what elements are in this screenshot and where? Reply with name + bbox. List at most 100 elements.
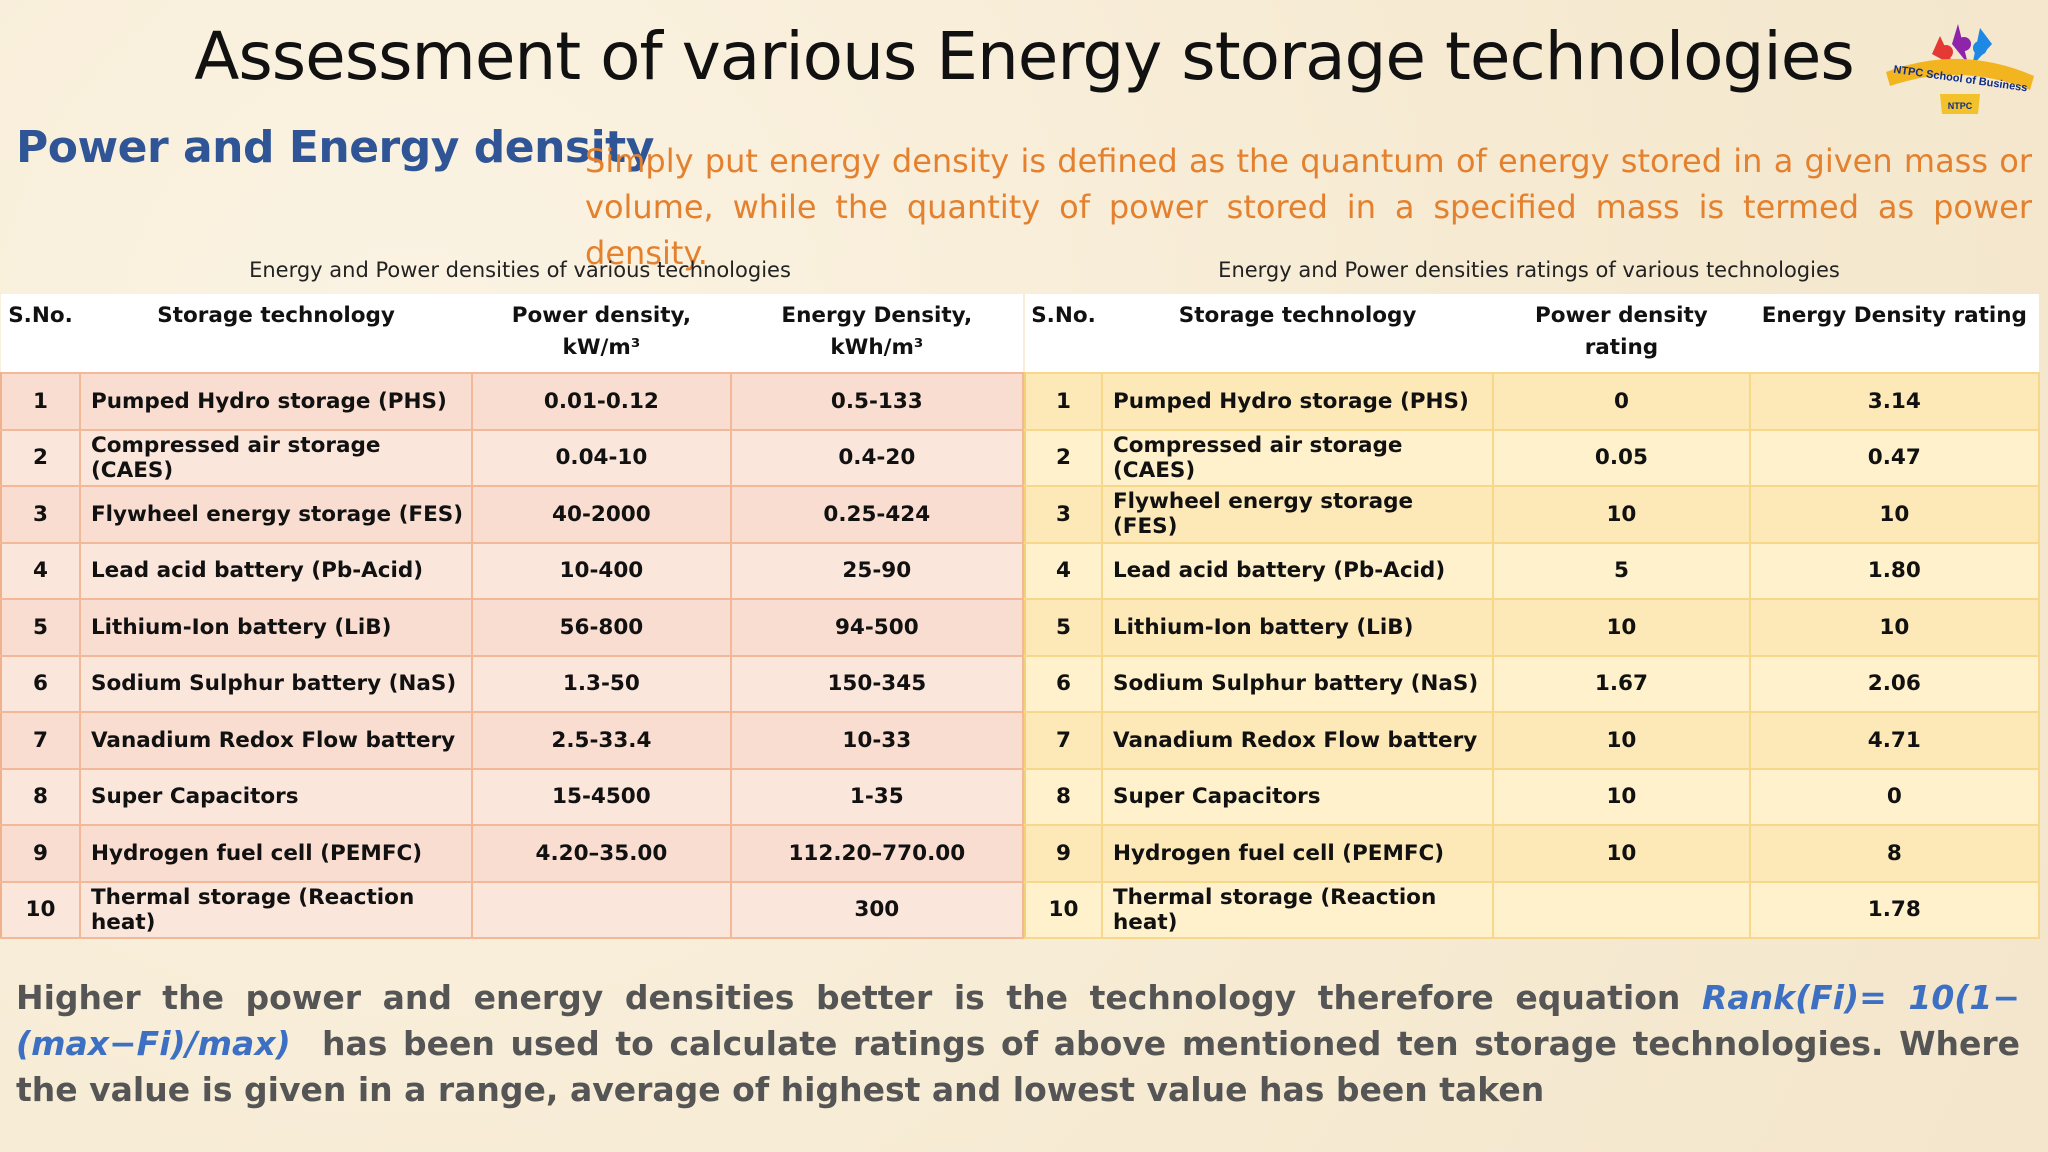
power-cell: 2.5-33.4: [471, 711, 732, 770]
serial-cell: 1: [0, 372, 81, 431]
table-row: 10 Thermal storage (Reaction heat) 1.78: [1024, 880, 2041, 939]
density-table: S.No. Storage technology Power density, kW…: [0, 294, 1025, 939]
table-row: 5 Lithium-Ion battery (LiB) 10 10: [1024, 598, 2041, 657]
energy-cell: 150-345: [729, 654, 1025, 713]
serial-cell: 7: [1024, 711, 1103, 770]
technology-cell: Lead acid battery (Pb-Acid): [1100, 541, 1495, 600]
power-cell: 0: [1492, 372, 1751, 431]
table-row: 3 Flywheel energy storage (FES) 10 10: [1024, 485, 2041, 544]
logo-subtext: NTPC: [1948, 101, 1973, 111]
technology-cell: Vanadium Redox Flow battery: [1100, 711, 1495, 770]
table-row: 1 Pumped Hydro storage (PHS) 0.01-0.12 0.5-…: [0, 372, 1025, 431]
technology-cell: Sodium Sulphur battery (NaS): [1100, 654, 1495, 713]
technology-cell: Lead acid battery (Pb-Acid): [78, 541, 474, 600]
power-cell: 0.04-10: [471, 428, 732, 487]
serial-cell: 8: [0, 767, 81, 826]
table-row: 2 Compressed air storage (CAES) 0.05 0.47: [1024, 428, 2041, 487]
power-cell: 0.01-0.12: [471, 372, 732, 431]
serial-cell: 2: [0, 428, 81, 487]
serial-cell: 4: [0, 541, 81, 600]
note-text-before: Higher the power and energy densities be…: [16, 978, 1702, 1017]
energy-cell: 2.06: [1748, 654, 2041, 713]
serial-cell: 10: [0, 880, 81, 939]
power-cell: 10: [1492, 711, 1751, 770]
power-cell: 1.3-50: [471, 654, 732, 713]
technology-cell: Thermal storage (Reaction heat): [78, 880, 474, 939]
energy-cell: 1-35: [729, 767, 1025, 826]
technology-cell: Lithium-Ion battery (LiB): [78, 598, 474, 657]
serial-cell: 9: [0, 824, 81, 883]
power-cell: 10: [1492, 767, 1751, 826]
table-row: 9 Hydrogen fuel cell (PEMFC) 10 8: [1024, 824, 2041, 883]
table-row: 8 Super Capacitors 10 0: [1024, 767, 2041, 826]
definition-text: Simply put energy density is defined as …: [585, 142, 2032, 272]
energy-cell: 8: [1748, 824, 2041, 883]
right-table-caption: Energy and Power densities ratings of va…: [1218, 258, 1840, 282]
column-header: Energy Density rating: [1749, 294, 2039, 373]
energy-cell: 0.4-20: [729, 428, 1025, 487]
energy-cell: 0.5-133: [729, 372, 1025, 431]
power-cell: [1492, 880, 1751, 939]
energy-cell: 1.80: [1748, 541, 2041, 600]
power-cell: 10: [1492, 824, 1751, 883]
column-header: S.No.: [1, 294, 80, 373]
column-header: Storage technology: [1101, 294, 1494, 373]
technology-cell: Thermal storage (Reaction heat): [1100, 880, 1495, 939]
table-row: 7 Vanadium Redox Flow battery 10 4.71: [1024, 711, 2041, 770]
serial-cell: 3: [0, 485, 81, 544]
power-cell: 10: [1492, 485, 1751, 544]
serial-cell: 4: [1024, 541, 1103, 600]
serial-cell: 6: [0, 654, 81, 713]
technology-cell: Vanadium Redox Flow battery: [78, 711, 474, 770]
power-cell: 5: [1492, 541, 1751, 600]
power-cell: 40-2000: [471, 485, 732, 544]
technology-cell: Super Capacitors: [1100, 767, 1495, 826]
serial-cell: 1: [1024, 372, 1103, 431]
power-cell: 1.67: [1492, 654, 1751, 713]
technology-cell: Pumped Hydro storage (PHS): [1100, 372, 1495, 431]
serial-cell: 8: [1024, 767, 1103, 826]
serial-cell: 5: [0, 598, 81, 657]
column-header: Energy Density, kWh/m³: [730, 294, 1023, 373]
methodology-note: Higher the power and energy densities be…: [16, 975, 2020, 1113]
energy-cell: 10-33: [729, 711, 1025, 770]
power-cell: 10: [1492, 598, 1751, 657]
serial-cell: 5: [1024, 598, 1103, 657]
column-header: Power density, kW/m³: [472, 294, 731, 373]
table-row: 3 Flywheel energy storage (FES) 40-2000 0.2…: [0, 485, 1025, 544]
technology-cell: Sodium Sulphur battery (NaS): [78, 654, 474, 713]
energy-cell: 300: [729, 880, 1025, 939]
energy-cell: 112.20–770.00: [729, 824, 1025, 883]
table-row: 5 Lithium-Ion battery (LiB) 56-800 94-500: [0, 598, 1025, 657]
table-row: 7 Vanadium Redox Flow battery 2.5-33.4 10-3…: [0, 711, 1025, 770]
rank-formula: Rank(Fi)= 10(1−(max−Fi)/max): [16, 978, 2020, 1063]
technology-cell: Lithium-Ion battery (LiB): [1100, 598, 1495, 657]
column-header: S.No.: [1025, 294, 1102, 373]
energy-cell: 0.25-424: [729, 485, 1025, 544]
table-header-row: S.No. Storage technology Power density rat…: [1025, 294, 2039, 373]
power-cell: [471, 880, 732, 939]
energy-cell: 1.78: [1748, 880, 2041, 939]
serial-cell: 2: [1024, 428, 1103, 487]
power-cell: 15-4500: [471, 767, 732, 826]
left-table-caption: Energy and Power densities of various te…: [249, 258, 791, 282]
table-row: 9 Hydrogen fuel cell (PEMFC) 4.20–35.00 112…: [0, 824, 1025, 883]
rating-table: S.No. Storage technology Power density rat…: [1024, 294, 2041, 939]
technology-cell: Hydrogen fuel cell (PEMFC): [1100, 824, 1495, 883]
note-text-after: has been used to calculate ratings of ab…: [16, 1024, 2032, 1109]
energy-cell: 0.47: [1748, 428, 2041, 487]
table-row: 10 Thermal storage (Reaction heat) 300: [0, 880, 1025, 939]
energy-cell: 25-90: [729, 541, 1025, 600]
page-title: Assessment of various Energy storage tec…: [194, 18, 1855, 95]
serial-cell: 6: [1024, 654, 1103, 713]
energy-cell: 3.14: [1748, 372, 2041, 431]
technology-cell: Flywheel energy storage (FES): [78, 485, 474, 544]
table-row: 1 Pumped Hydro storage (PHS) 0 3.14: [1024, 372, 2041, 431]
power-cell: 10-400: [471, 541, 732, 600]
power-cell: 0.05: [1492, 428, 1751, 487]
technology-cell: Super Capacitors: [78, 767, 474, 826]
technology-cell: Hydrogen fuel cell (PEMFC): [78, 824, 474, 883]
energy-cell: 4.71: [1748, 711, 2041, 770]
serial-cell: 10: [1024, 880, 1103, 939]
table-row: 8 Super Capacitors 15-4500 1-35: [0, 767, 1025, 826]
